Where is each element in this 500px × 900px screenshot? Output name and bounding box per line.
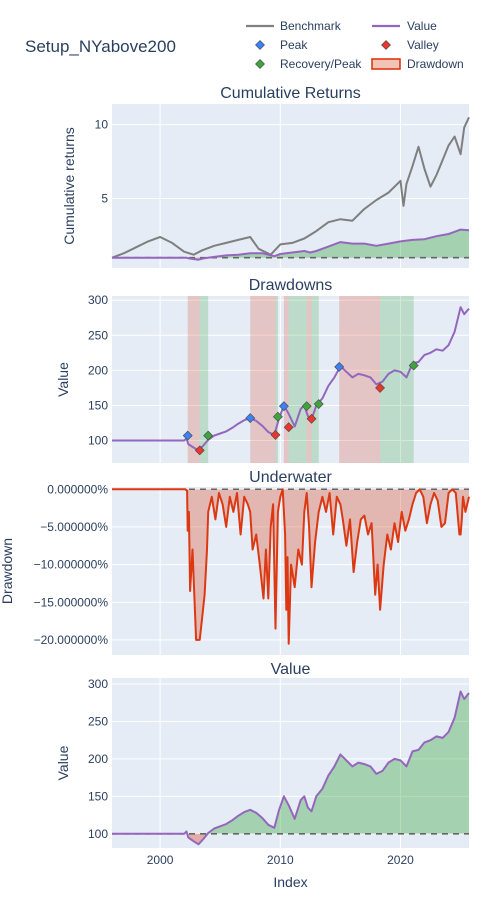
benchmark-label: Benchmark bbox=[280, 19, 342, 33]
legend-item-peak[interactable]: Peak bbox=[255, 38, 309, 52]
subplot-2: 100 150 200 250 300 Drawdowns Value bbox=[55, 277, 470, 463]
drawdown-recovery-band bbox=[275, 296, 278, 463]
y-axis-title: Value bbox=[55, 745, 71, 780]
y-tick-label: 100 bbox=[88, 827, 108, 841]
benchmark-series-line bbox=[111, 116, 470, 259]
drawdown-recovery-band bbox=[288, 296, 307, 463]
peak-diamond-icon bbox=[255, 40, 265, 50]
valley-marker[interactable] bbox=[270, 430, 281, 440]
gain-area bbox=[112, 691, 469, 834]
subplot-4: 100 150 200 250 300 Value Value bbox=[55, 661, 470, 848]
recovery-marker[interactable] bbox=[203, 430, 214, 441]
drawdown-swatch bbox=[371, 58, 401, 70]
drawdown-decline-band bbox=[339, 296, 381, 463]
x-tick-label: 2010 bbox=[267, 853, 294, 867]
drawdown-recovery-band bbox=[199, 296, 209, 463]
subplot-1: 5 10 Cumulative Returns Cumulative returns bbox=[61, 85, 470, 268]
peak-marker[interactable] bbox=[278, 401, 289, 412]
y-tick-label: 200 bbox=[88, 752, 108, 766]
valley-label: Valley bbox=[407, 38, 439, 52]
y-tick-label: 300 bbox=[88, 677, 108, 691]
valley-marker[interactable] bbox=[306, 413, 317, 424]
drawdown-recovery-band bbox=[380, 296, 414, 463]
value-series-line bbox=[112, 228, 470, 261]
y-axis-title: Cumulative returns bbox=[61, 127, 77, 245]
drawdown-recovery-band bbox=[311, 296, 319, 463]
recovery-marker[interactable] bbox=[301, 401, 312, 412]
valley-marker[interactable] bbox=[194, 445, 205, 456]
value-label: Value bbox=[407, 19, 437, 33]
plot-area bbox=[112, 678, 469, 848]
x-tick-label: 2020 bbox=[387, 853, 414, 867]
legend-item-valley[interactable]: Valley bbox=[381, 38, 439, 52]
drawdown-label: Drawdown bbox=[407, 57, 464, 71]
x-axis-title: Index bbox=[273, 874, 307, 890]
valley-marker[interactable] bbox=[283, 422, 294, 433]
y-tick-label: 150 bbox=[88, 789, 108, 803]
y-tick-label: −20.000000% bbox=[34, 633, 109, 647]
loss-area bbox=[112, 833, 469, 845]
drawdown-decline-band bbox=[283, 296, 289, 463]
y-tick-label: 200 bbox=[88, 363, 108, 377]
valley-diamond-icon bbox=[381, 40, 391, 50]
value-series-line bbox=[112, 690, 470, 846]
page-title: Setup_NYabove200 bbox=[25, 37, 176, 56]
recovery-diamond-icon bbox=[255, 59, 265, 69]
y-tick-label: 10 bbox=[95, 118, 109, 132]
y-tick-label: 300 bbox=[88, 293, 108, 307]
subplot-title: Underwater bbox=[249, 469, 332, 486]
valley-marker[interactable] bbox=[375, 382, 385, 393]
y-tick-label: −10.000000% bbox=[34, 558, 109, 572]
y-tick-label: −15.000000% bbox=[34, 595, 109, 609]
y-axis-title: Drawdown bbox=[0, 538, 15, 604]
recovery-marker[interactable] bbox=[408, 360, 419, 371]
y-tick-label: 250 bbox=[88, 714, 108, 728]
y-tick-label: −5.000000% bbox=[40, 520, 108, 534]
drawdown-decline-band bbox=[187, 296, 200, 463]
peak-marker[interactable] bbox=[334, 361, 345, 372]
peak-label: Peak bbox=[280, 38, 308, 52]
y-tick-label: 150 bbox=[88, 398, 108, 412]
subplot-title: Value bbox=[271, 661, 311, 678]
y-axis-title: Value bbox=[55, 362, 71, 397]
legend-item-recovery[interactable]: Recovery/Peak bbox=[255, 57, 363, 71]
x-axis-ticks: 2000 2010 2020 bbox=[147, 853, 414, 867]
peak-marker[interactable] bbox=[245, 413, 256, 424]
legend-item-drawdown[interactable]: Drawdown bbox=[371, 57, 464, 71]
subplot-title: Cumulative Returns bbox=[220, 85, 361, 102]
legend: Benchmark Value Peak Valley Recovery/Pea… bbox=[246, 19, 464, 71]
drawdown-decline-band bbox=[250, 296, 276, 463]
y-tick-label: 5 bbox=[101, 192, 108, 206]
recovery-marker[interactable] bbox=[313, 399, 324, 409]
y-tick-label: 250 bbox=[88, 328, 108, 342]
subplot-3: 0.000000% −5.000000% −10.000000% −15.000000… bbox=[0, 469, 470, 655]
gain-area bbox=[112, 229, 469, 258]
legend-item-value[interactable]: Value bbox=[372, 19, 437, 33]
subplot-title: Drawdowns bbox=[249, 277, 333, 294]
x-tick-label: 2000 bbox=[147, 853, 174, 867]
drawdown-decline-band bbox=[306, 296, 312, 463]
y-tick-label: 0.000000% bbox=[47, 482, 108, 496]
peak-marker[interactable] bbox=[182, 430, 193, 441]
recovery-marker[interactable] bbox=[272, 411, 283, 422]
legend-item-benchmark[interactable]: Benchmark bbox=[246, 19, 342, 33]
recovery-label: Recovery/Peak bbox=[280, 57, 362, 71]
plot-area bbox=[112, 296, 469, 463]
subplots: 5 10 Cumulative Returns Cumulative returns 1… bbox=[0, 85, 470, 848]
drawdown-series-line bbox=[112, 488, 470, 645]
value-series-line bbox=[112, 306, 470, 452]
y-tick-label: 100 bbox=[88, 434, 108, 448]
